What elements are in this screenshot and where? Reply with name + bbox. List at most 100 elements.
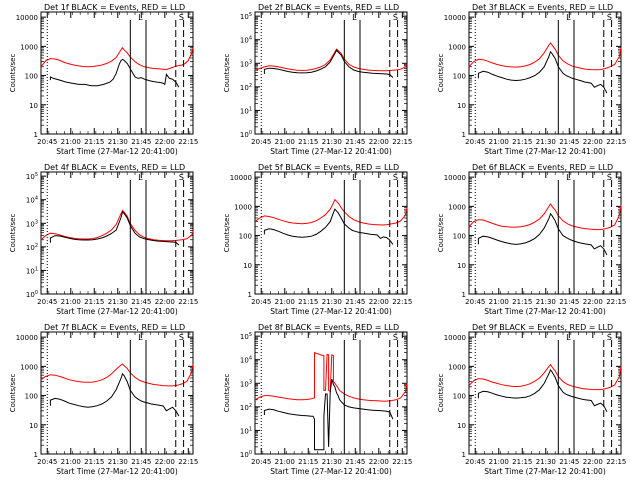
chart-panel-5: Det 5f BLACK = Events, RED = LLD 1 10 100 10… xyxy=(223,163,412,316)
x-tick-label: 20:45 xyxy=(465,458,485,466)
flag-label: L xyxy=(138,333,143,342)
flag-label: L xyxy=(352,333,357,342)
y-tick-label: 1 xyxy=(462,131,466,139)
x-tick-label: 21:45 xyxy=(559,138,579,146)
x-tick-label: 21:45 xyxy=(345,138,365,146)
chart-title: Det 5f BLACK = Events, RED = LLD xyxy=(258,163,399,172)
flag-label: S xyxy=(393,13,398,22)
plot-frame xyxy=(254,331,408,455)
x-tick-label: 21:15 xyxy=(298,298,318,306)
chart-panel-1: Det 1f BLACK = Events, RED = LLD 1 10 100 10… xyxy=(9,3,198,156)
x-tick-label: 22:15 xyxy=(392,458,412,466)
y-tick-label: 101 xyxy=(240,426,252,435)
x-axis-label: Start Time (27-Mar-12 20:41:00) xyxy=(270,147,392,156)
y-tick-label: 100 xyxy=(240,130,252,139)
x-tick-label: 22:15 xyxy=(392,138,412,146)
chart-title: Det 8f BLACK = Events, RED = LLD xyxy=(258,323,399,332)
y-tick-label: 100 xyxy=(453,233,466,241)
y-tick-label: 1000 xyxy=(448,363,466,371)
x-tick-label: 21:30 xyxy=(536,138,556,146)
x-tick-label: 21:00 xyxy=(489,138,509,146)
flag-label: L xyxy=(566,333,571,342)
series-line-lld xyxy=(40,209,194,242)
chart-title: Det 2f BLACK = Events, RED = LLD xyxy=(258,3,399,12)
y-axis-label: Counts/sec xyxy=(223,54,231,93)
plot-frame xyxy=(468,11,622,135)
x-tick-label: 21:45 xyxy=(559,298,579,306)
x-tick-label: 21:15 xyxy=(512,458,532,466)
x-tick-label: 22:15 xyxy=(606,138,626,146)
x-tick-label: 21:45 xyxy=(345,458,365,466)
plot-frame xyxy=(40,11,194,135)
plot-frame xyxy=(40,171,194,295)
y-tick-label: 10000 xyxy=(444,174,466,182)
series-line-lld xyxy=(254,48,408,72)
x-tick-label: 21:15 xyxy=(84,298,104,306)
y-tick-label: 105 xyxy=(240,12,252,21)
x-tick-label: 21:30 xyxy=(108,458,128,466)
y-tick-label: 101 xyxy=(240,106,252,115)
y-tick-label: 10000 xyxy=(230,174,252,182)
y-axis-label: Counts/sec xyxy=(9,54,17,93)
x-tick-label: 22:00 xyxy=(155,458,175,466)
y-axis-label: Counts/sec xyxy=(437,54,445,93)
x-tick-label: 21:00 xyxy=(61,458,81,466)
flag-label: L xyxy=(352,13,357,22)
x-axis-label: Start Time (27-Mar-12 20:41:00) xyxy=(484,307,606,316)
y-axis-label: Counts/sec xyxy=(9,374,17,413)
x-tick-label: 21:45 xyxy=(345,298,365,306)
y-tick-label: 1 xyxy=(462,451,466,459)
x-axis-label: Start Time (27-Mar-12 20:41:00) xyxy=(484,147,606,156)
series-line-events xyxy=(263,378,394,451)
y-tick-label: 10 xyxy=(457,102,466,110)
y-tick-label: 103 xyxy=(26,219,38,228)
series-line-lld xyxy=(468,203,622,231)
x-tick-label: 20:45 xyxy=(37,298,57,306)
chart-panel-2: Det 2f BLACK = Events, RED = LLD 100 101 10… xyxy=(223,3,412,156)
x-tick-label: 21:30 xyxy=(108,138,128,146)
series-line-lld xyxy=(40,363,194,387)
x-tick-label: 22:15 xyxy=(178,458,198,466)
series-line-events xyxy=(49,372,180,417)
flag-label: S xyxy=(607,173,612,182)
flag-label: S xyxy=(179,13,184,22)
y-tick-label: 1000 xyxy=(20,43,38,51)
y-tick-label: 1 xyxy=(34,451,38,459)
y-axis-label: Counts/sec xyxy=(223,374,231,413)
flag-label: L xyxy=(566,13,571,22)
flag-label: L xyxy=(566,173,571,182)
x-tick-label: 21:00 xyxy=(275,458,295,466)
x-tick-label: 20:45 xyxy=(251,298,271,306)
x-axis-label: Start Time (27-Mar-12 20:41:00) xyxy=(484,467,606,476)
y-tick-label: 105 xyxy=(240,332,252,341)
x-tick-label: 20:45 xyxy=(37,458,57,466)
x-tick-label: 21:15 xyxy=(84,458,104,466)
y-tick-label: 10000 xyxy=(16,14,38,22)
y-tick-label: 1 xyxy=(34,131,38,139)
flag-label: S xyxy=(179,333,184,342)
y-axis-label: Counts/sec xyxy=(9,214,17,253)
x-axis-label: Start Time (27-Mar-12 20:41:00) xyxy=(56,147,178,156)
y-tick-label: 10000 xyxy=(444,14,466,22)
y-tick-label: 100 xyxy=(26,290,38,299)
x-tick-label: 21:15 xyxy=(84,138,104,146)
y-tick-label: 104 xyxy=(240,356,252,365)
y-tick-label: 102 xyxy=(240,403,252,412)
y-tick-label: 102 xyxy=(26,243,38,252)
y-tick-label: 101 xyxy=(26,266,38,275)
x-tick-label: 22:15 xyxy=(178,298,198,306)
y-tick-label: 10000 xyxy=(16,334,38,342)
y-tick-label: 103 xyxy=(240,379,252,388)
x-tick-label: 20:45 xyxy=(465,138,485,146)
chart-title: Det 7f BLACK = Events, RED = LLD xyxy=(44,323,185,332)
x-axis-label: Start Time (27-Mar-12 20:41:00) xyxy=(56,467,178,476)
x-tick-label: 21:30 xyxy=(536,298,556,306)
chart-panel-4: Det 4f BLACK = Events, RED = LLD 100 101 10… xyxy=(9,163,198,316)
x-tick-label: 20:45 xyxy=(251,138,271,146)
plot-frame xyxy=(254,171,408,295)
x-tick-label: 21:30 xyxy=(536,458,556,466)
chart-title: Det 4f BLACK = Events, RED = LLD xyxy=(44,163,185,172)
x-tick-label: 21:15 xyxy=(298,138,318,146)
flag-label: S xyxy=(393,333,398,342)
x-tick-label: 21:15 xyxy=(298,458,318,466)
